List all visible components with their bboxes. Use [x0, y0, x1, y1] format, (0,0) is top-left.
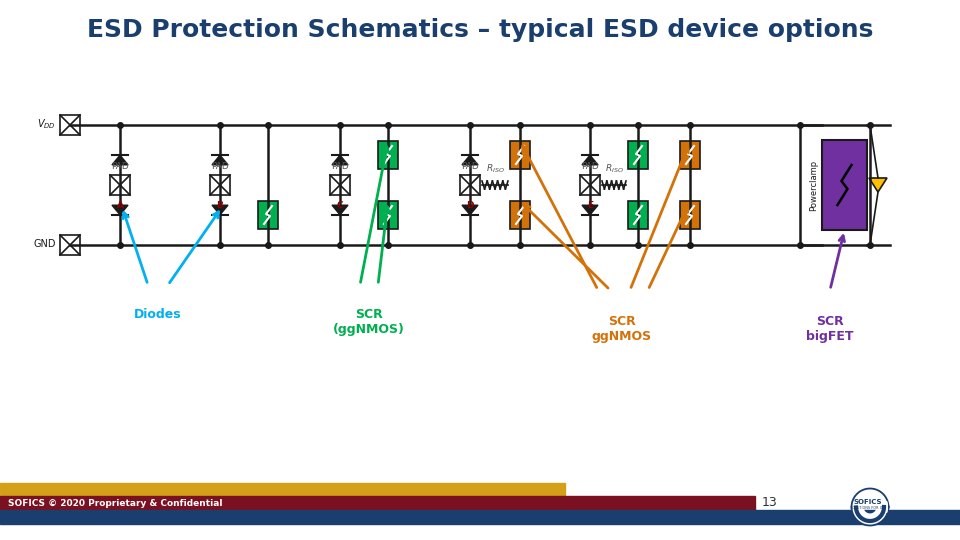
Text: $R_{ISO}$: $R_{ISO}$ [486, 163, 504, 175]
Polygon shape [582, 205, 598, 215]
Text: E: E [587, 201, 593, 210]
Text: GND: GND [34, 239, 56, 249]
Text: PAD: PAD [581, 162, 599, 171]
Text: $R_{ISO}$: $R_{ISO}$ [605, 163, 623, 175]
Bar [0, 496, 755, 510]
Bar [330, 175, 350, 195]
Bar [210, 175, 230, 195]
Bar [378, 141, 398, 169]
Bar [60, 115, 80, 135]
Text: $V_{DD}$: $V_{DD}$ [37, 117, 56, 131]
Polygon shape [212, 205, 228, 215]
Bar [0, 510, 960, 524]
Text: PAD: PAD [111, 162, 129, 171]
Text: Diodes: Diodes [134, 308, 181, 321]
Bar [0, 483, 565, 496]
Text: D: D [467, 201, 473, 210]
Bar [258, 201, 278, 229]
Text: SCR
(ggNMOS): SCR (ggNMOS) [333, 308, 405, 336]
Polygon shape [212, 155, 228, 165]
Bar [580, 175, 600, 195]
Bar [680, 141, 700, 169]
Text: PAD: PAD [461, 162, 479, 171]
Bar [460, 175, 480, 195]
Polygon shape [332, 205, 348, 215]
Text: C: C [337, 201, 344, 210]
Text: SOFICS: SOFICS [853, 499, 882, 505]
Polygon shape [869, 178, 887, 192]
Polygon shape [112, 155, 128, 165]
Bar [822, 140, 867, 230]
Text: B: B [217, 201, 224, 210]
Bar [110, 175, 130, 195]
Bar [510, 201, 530, 229]
Polygon shape [582, 155, 598, 165]
Bar [378, 201, 398, 229]
Text: PAD: PAD [331, 162, 348, 171]
Text: Powerclamp: Powerclamp [809, 159, 819, 211]
Text: 13: 13 [762, 496, 778, 510]
Polygon shape [332, 155, 348, 165]
Text: SOFICS © 2020 Proprietary & Confidential: SOFICS © 2020 Proprietary & Confidential [8, 498, 223, 508]
Polygon shape [462, 205, 478, 215]
Text: SCR
bigFET: SCR bigFET [806, 315, 853, 343]
Text: A: A [116, 201, 124, 210]
Text: SCR
ggNMOS: SCR ggNMOS [592, 315, 652, 343]
Bar [628, 141, 648, 169]
Bar [60, 235, 80, 255]
Text: SOLUTIONS FOR ICS: SOLUTIONS FOR ICS [851, 506, 886, 510]
Polygon shape [112, 205, 128, 215]
Bar [680, 201, 700, 229]
Bar [510, 141, 530, 169]
Text: ESD Protection Schematics – typical ESD device options: ESD Protection Schematics – typical ESD … [86, 18, 874, 42]
Polygon shape [462, 155, 478, 165]
Text: PAD: PAD [211, 162, 228, 171]
Bar [628, 201, 648, 229]
